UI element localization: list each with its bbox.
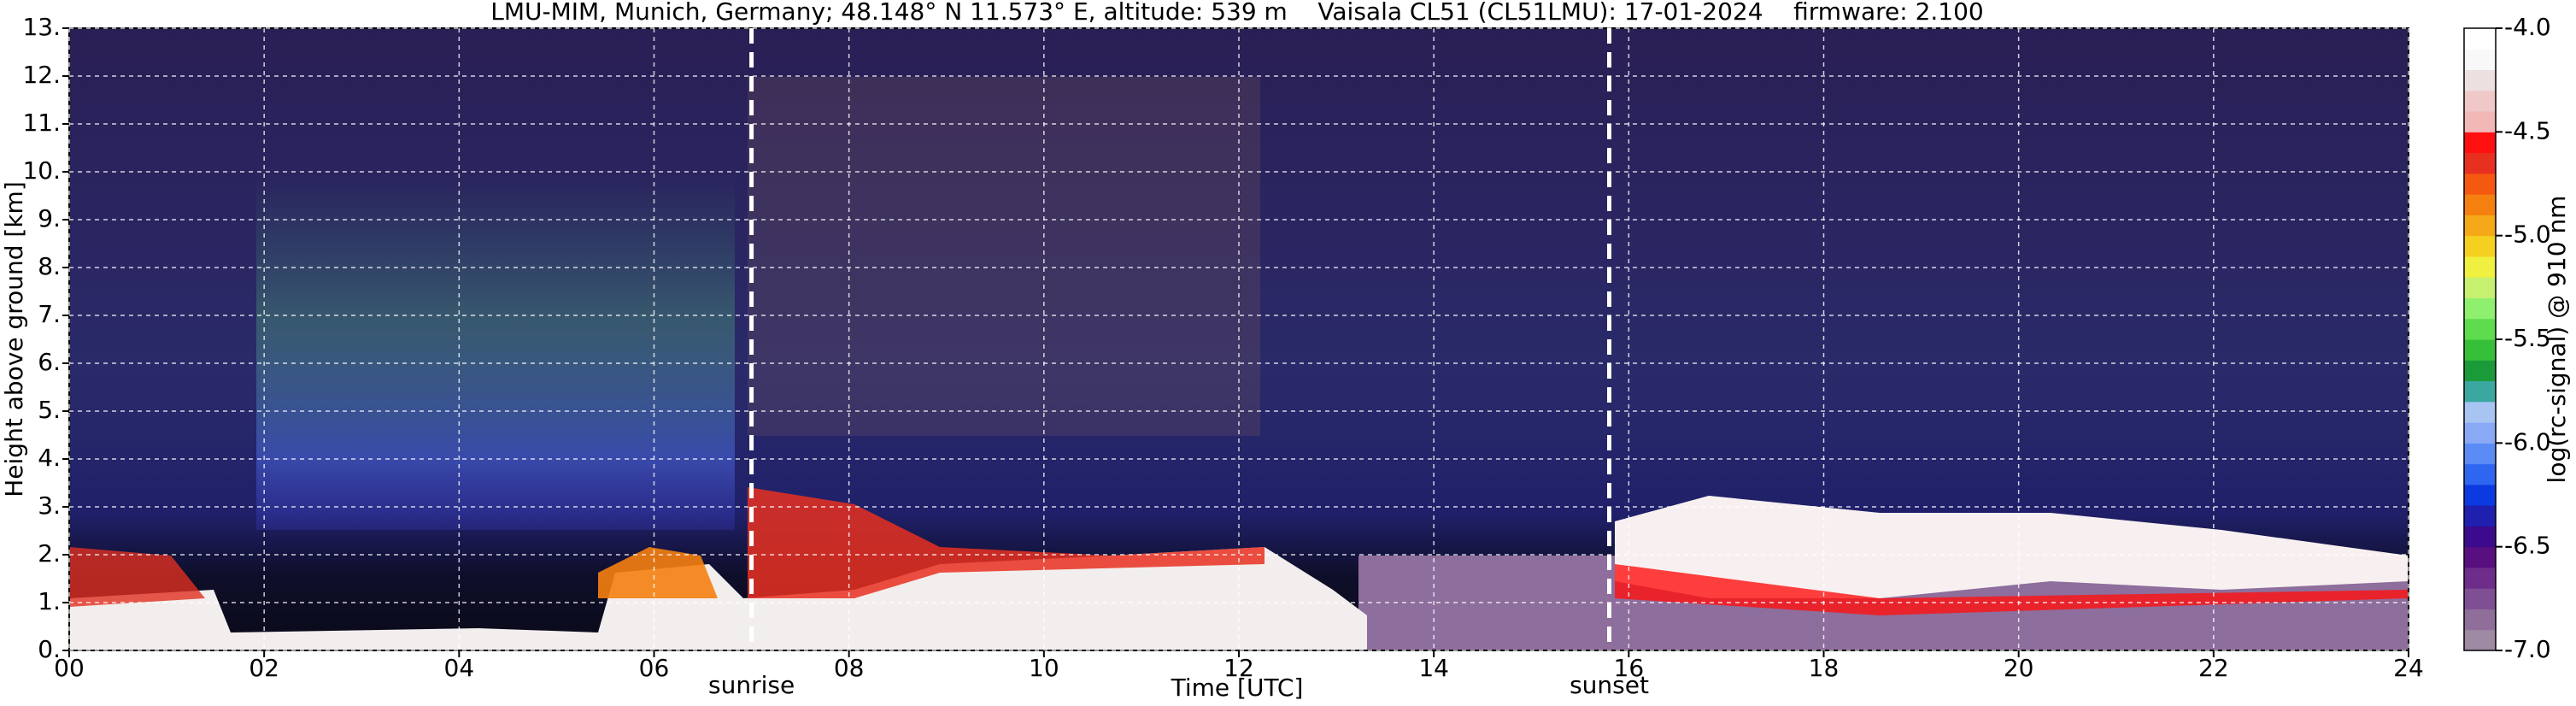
x-tick-label: 02 [249,654,279,682]
colorbar-segment [2464,443,2496,465]
colorbar-segment [2464,318,2496,340]
colorbar-segment [2464,484,2496,506]
colorbar: -7.0 -6.5 -6.0 -5.5 -5.0 -4.5 -4.0 [2463,13,2551,663]
x-tick-label: 00 [54,654,85,682]
annotation-label: sunrise [708,671,795,699]
y-tick-label: 2. [38,539,61,568]
x-tick-label: 22 [2198,654,2229,682]
colorbar-tick-label: -5.5 [2504,324,2551,352]
colorbar-tick-label: -5.0 [2504,221,2551,249]
colorbar-segment [2464,69,2496,91]
x-tick-label: 08 [834,654,865,682]
colorbar-tick-label: -6.5 [2504,532,2551,560]
aerosol-layer [598,547,718,598]
colorbar-segment [2464,588,2496,609]
colorbar-segment [2464,422,2496,444]
aerosol-layer [69,547,1367,650]
colorbar-label: log(rc-signal) @ 910 nm [2543,196,2571,484]
x-tick-label: 20 [2004,654,2034,682]
y-tick-label: 9. [38,204,61,232]
y-tick-label: 1. [38,587,61,615]
colorbar-segment [2464,360,2496,382]
y-tick-label: 6. [38,348,61,376]
colorbar-segment [2464,609,2496,631]
axes: 00 02 04 06 08 10 12 14 16 18 20 22 24 0. 1. 2. 3. 4. 5. 6.… [22,13,2423,682]
y-tick-label: 12. [22,61,61,89]
chart-title: LMU-MIM, Munich, Germany; 48.148° N 11.5… [490,0,1984,26]
y-axis-label: Height above ground [km] [0,181,28,497]
x-tick-label: 24 [2393,654,2424,682]
colorbar-segment [2464,277,2496,298]
colorbar-tick-label: -4.0 [2504,13,2551,41]
colorbar-segment [2464,49,2496,71]
colorbar-segment [2464,546,2496,568]
colorbar-segment [2464,526,2496,548]
colorbar-tick-label: -4.5 [2504,116,2551,144]
colorbar-segment [2464,194,2496,215]
y-tick-label: 13. [22,13,61,41]
annotation-label: sunset [1570,671,1649,699]
colorbar-segment [2464,90,2496,112]
x-tick-label: 18 [1809,654,1840,682]
colorbar-segment [2464,173,2496,195]
colorbar-segment [2464,339,2496,361]
colorbar-segment [2464,215,2496,237]
x-tick-label: 10 [1029,654,1059,682]
colorbar-tick-label: -6.0 [2504,427,2551,456]
colorbar-tick-label: -7.0 [2504,635,2551,663]
colorbar-segment [2464,505,2496,527]
x-tick-label: 14 [1418,654,1449,682]
y-tick-label: 7. [38,300,61,328]
haze-signal [256,171,735,530]
x-tick-label: 04 [444,654,475,682]
colorbar-segment [2464,567,2496,589]
aerosol-layer [69,547,205,607]
y-tick-label: 0. [38,635,61,663]
colorbar-segment [2464,380,2496,403]
colorbar-segment [2464,235,2496,257]
y-tick-label: 10. [22,156,61,185]
colorbar-segment [2464,401,2496,423]
colorbar-segment [2464,132,2496,154]
cloud-layer [1615,496,2409,598]
colorbar-segment [2464,28,2496,50]
y-tick-label: 8. [38,252,61,280]
y-tick-label: 4. [38,444,61,472]
y-tick-label: 11. [22,109,61,137]
x-tick-label: 16 [1614,654,1645,682]
x-axis-label: Time [UTC] [1171,674,1304,702]
colorbar-segment [2464,256,2496,278]
colorbar-segment [2464,152,2496,174]
colorbar-segment [2464,463,2496,485]
annotations: sunrise sunset [708,28,1649,699]
x-tick-label: 06 [639,654,670,682]
y-tick-label: 5. [38,396,61,424]
x-tick-label: 12 [1223,654,1254,682]
aerosol-layer [748,487,1265,598]
y-tick-label: 3. [38,491,61,520]
colorbar-segment [2464,297,2496,320]
noise-signal [748,77,1260,436]
colorbar-segment [2464,629,2496,651]
colorbar-segment [2464,111,2496,132]
